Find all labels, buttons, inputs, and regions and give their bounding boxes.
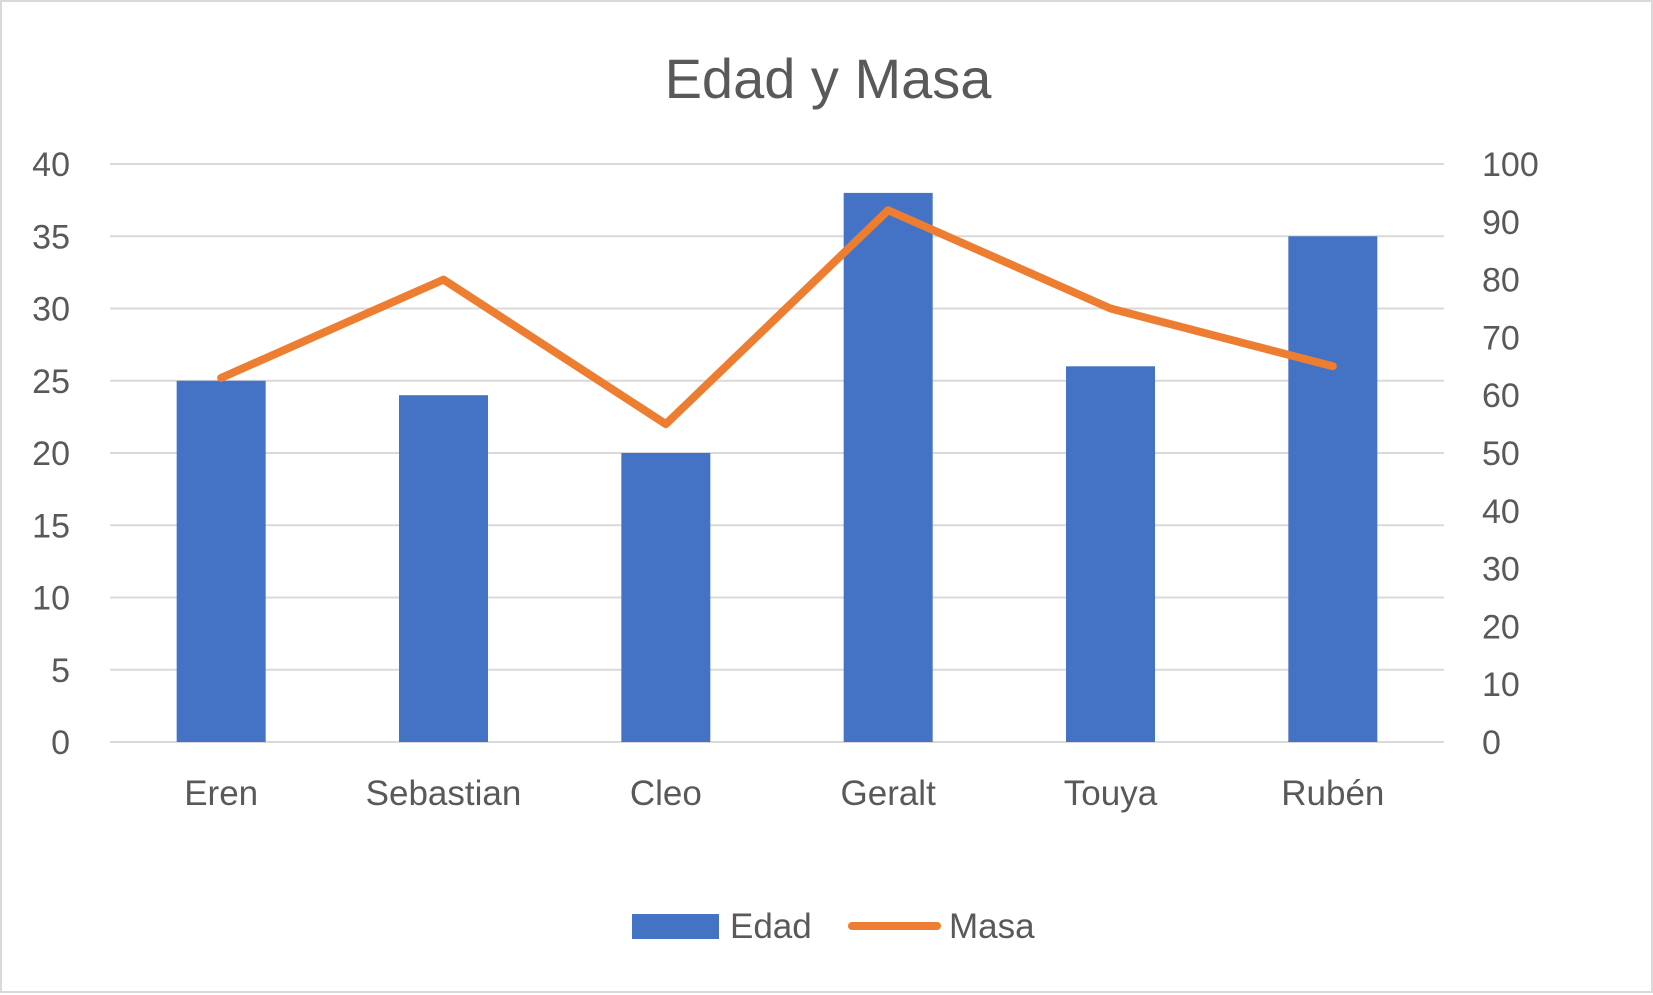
secondary-y-tick-label: 50	[1482, 435, 1520, 473]
line-series-masa	[217, 206, 1337, 429]
primary-y-tick-label: 35	[32, 218, 70, 256]
primary-y-tick-label: 5	[51, 652, 70, 690]
secondary-y-tick-label: 60	[1482, 377, 1520, 415]
bar	[1066, 366, 1155, 742]
x-tick-label: Touya	[1064, 774, 1158, 813]
primary-y-axis: 0 5 10 15 20 25 30 35 40	[32, 146, 70, 762]
secondary-y-tick-label: 90	[1482, 204, 1520, 242]
legend-label-edad: Edad	[730, 907, 812, 946]
x-axis: Eren Sebastian Cleo Geralt Touya Rubén	[184, 774, 1384, 813]
line-point	[1110, 308, 1111, 309]
line-point	[443, 279, 444, 281]
legend-label-masa: Masa	[949, 907, 1035, 946]
primary-y-tick-label: 15	[32, 507, 70, 545]
x-tick-label: Cleo	[630, 774, 702, 813]
bar	[176, 380, 266, 742]
chart-title: Edad y Masa	[665, 47, 993, 110]
primary-y-tick-label: 40	[32, 146, 70, 184]
secondary-y-tick-label: 100	[1482, 146, 1539, 184]
secondary-y-tick-label: 0	[1482, 724, 1501, 762]
bar	[1288, 236, 1378, 742]
secondary-y-tick-label: 10	[1482, 666, 1520, 704]
x-tick-label: Geralt	[841, 774, 937, 813]
bar-series-edad	[176, 192, 1378, 742]
bar	[399, 395, 488, 742]
secondary-y-axis: 0 10 20 30 40 50 60 70 80 90 100	[1482, 146, 1539, 762]
secondary-y-tick-label: 40	[1482, 493, 1520, 531]
secondary-y-tick-label: 80	[1482, 262, 1520, 300]
x-tick-label: Sebastian	[366, 774, 522, 813]
bar	[621, 453, 711, 742]
secondary-y-tick-label: 30	[1482, 551, 1520, 589]
primary-y-tick-label: 0	[51, 724, 70, 762]
primary-y-tick-label: 10	[32, 580, 70, 618]
x-tick-label: Eren	[184, 774, 258, 813]
primary-y-tick-label: 20	[32, 435, 70, 473]
bar	[843, 192, 933, 742]
secondary-y-tick-label: 70	[1482, 319, 1520, 357]
line-point	[665, 423, 667, 425]
primary-y-tick-label: 25	[32, 363, 70, 401]
legend: Edad Masa	[632, 907, 1035, 946]
line-point	[887, 209, 889, 211]
line-point	[220, 377, 222, 379]
gridlines	[110, 163, 1444, 743]
primary-y-tick-label: 30	[32, 291, 70, 329]
series-line	[217, 206, 1337, 429]
x-tick-label: Rubén	[1281, 774, 1384, 813]
line-point	[1332, 365, 1334, 367]
legend-swatch-edad	[632, 914, 719, 939]
secondary-y-tick-label: 20	[1482, 608, 1520, 646]
